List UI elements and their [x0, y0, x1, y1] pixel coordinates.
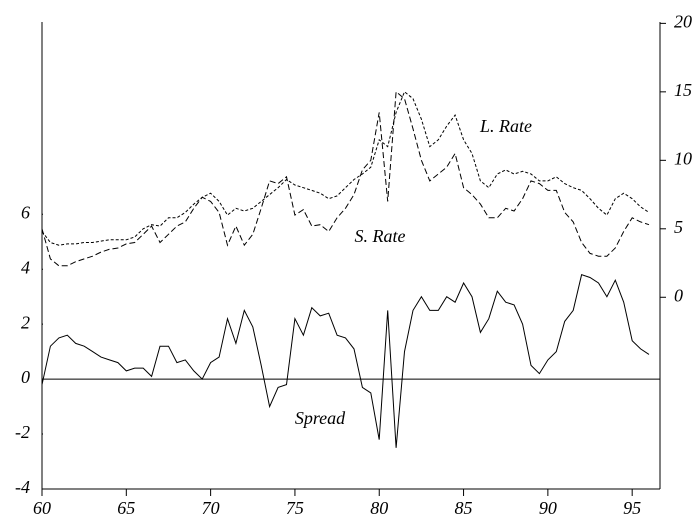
y-tick-label: -2 [15, 422, 30, 442]
series-label: L. Rate [479, 116, 532, 136]
x-tick-label: 70 [202, 498, 220, 518]
y2-tick-label: 0 [674, 285, 683, 305]
x-tick-label: 65 [117, 498, 135, 518]
series-label: Spread [295, 408, 346, 428]
y-tick-label: 6 [21, 202, 30, 222]
x-tick-label: 85 [455, 498, 473, 518]
y2-tick-label: 10 [674, 148, 692, 168]
x-tick-label: 60 [33, 498, 51, 518]
series-line [41, 90, 650, 246]
y-tick-label: 0 [21, 367, 30, 387]
series-line [41, 274, 650, 448]
x-tick-label: 75 [286, 498, 304, 518]
y-tick-label: -4 [15, 477, 30, 497]
y2-tick-label: 20 [674, 11, 692, 31]
x-tick-label: 95 [623, 498, 641, 518]
y-tick-label: 4 [21, 257, 30, 277]
x-tick-label: 90 [539, 498, 557, 518]
y2-tick-label: 15 [674, 80, 692, 100]
y-tick-label: 2 [21, 312, 30, 332]
series-label: S. Rate [355, 226, 406, 246]
x-tick-label: 80 [370, 498, 388, 518]
series-line [41, 90, 650, 267]
y2-tick-label: 5 [674, 217, 683, 237]
